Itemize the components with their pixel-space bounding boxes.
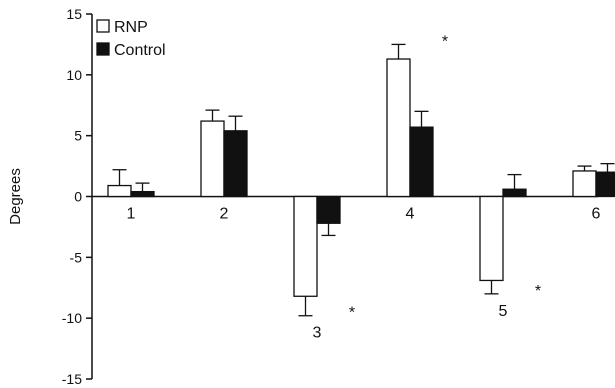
- category-label: 1: [127, 206, 136, 223]
- bar-control-4: [409, 126, 434, 198]
- legend-swatch-rnp: [96, 19, 110, 33]
- bar-rnp-3: [293, 195, 318, 297]
- legend-label-control: Control: [114, 42, 166, 59]
- bar-rnp-1: [107, 184, 132, 198]
- legend-swatch-control: [96, 42, 110, 56]
- category-label: 3: [313, 325, 322, 342]
- bar-rnp-6: [572, 170, 597, 198]
- y-tick-label: -10: [62, 310, 82, 326]
- y-tick-label: -5: [70, 249, 83, 265]
- y-tick-label: 5: [74, 128, 82, 144]
- y-tick-label: 15: [66, 6, 82, 22]
- legend: RNP Control: [96, 19, 166, 59]
- bar-control-2: [223, 130, 248, 198]
- significance-mark: *: [349, 305, 355, 322]
- category-label: 6: [592, 206, 601, 223]
- labels: 1 2 3 4 5 6 * * *: [127, 33, 601, 341]
- category-label: 2: [220, 206, 229, 223]
- bar-rnp-4: [386, 58, 411, 198]
- y-axis-title: Degrees: [7, 168, 24, 225]
- legend-label-rnp: RNP: [114, 19, 148, 36]
- bar-control-1: [130, 190, 155, 198]
- bar-control-3: [316, 195, 341, 224]
- category-label: 4: [406, 206, 415, 223]
- bars: [107, 43, 615, 317]
- bar-rnp-2: [200, 120, 225, 198]
- significance-mark: *: [442, 33, 448, 50]
- bar-control-6: [595, 171, 615, 198]
- y-tick-label: 10: [66, 67, 82, 83]
- bar-control-5: [502, 188, 527, 198]
- significance-mark: *: [535, 283, 541, 300]
- bar-rnp-5: [479, 195, 504, 282]
- y-tick-label: 0: [74, 189, 82, 205]
- category-label: 5: [499, 303, 508, 320]
- y-tick-label: -15: [62, 371, 82, 387]
